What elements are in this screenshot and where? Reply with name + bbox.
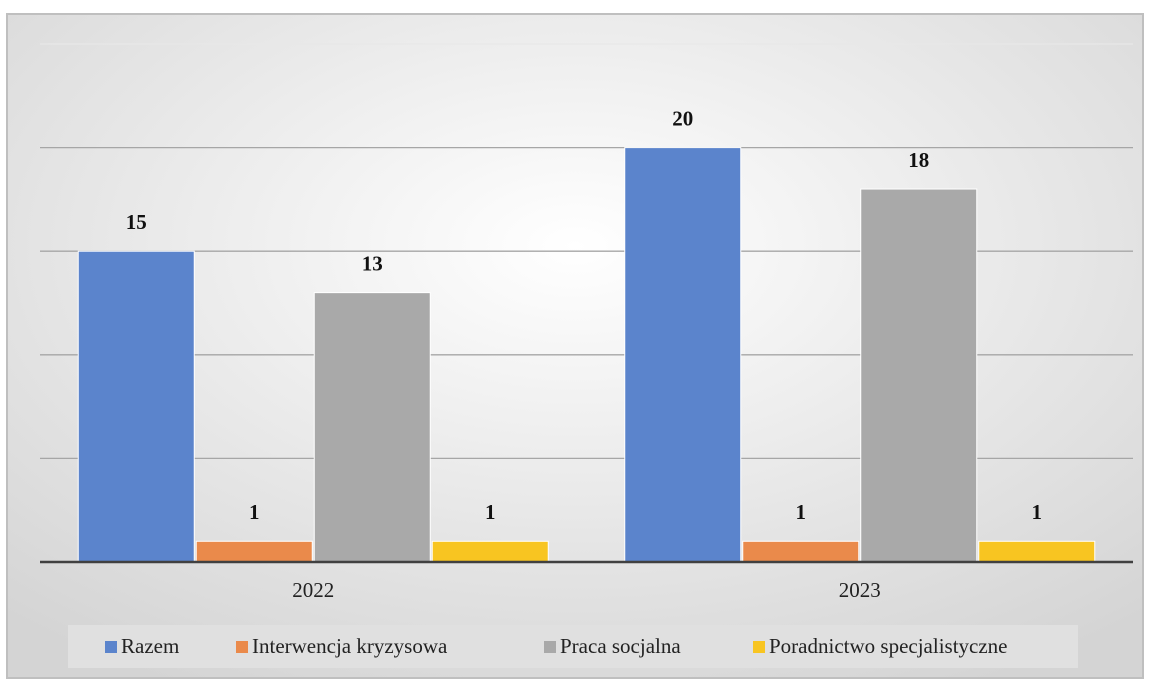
bar (860, 188, 978, 563)
bar (742, 540, 860, 563)
legend-label: Poradnictwo specjalistyczne (769, 634, 1008, 658)
x-tick-label: 2023 (839, 578, 881, 602)
legend-swatch (105, 641, 117, 653)
data-label: 20 (672, 106, 693, 130)
data-label: 1 (796, 500, 807, 524)
bar (978, 540, 1096, 563)
data-label: 18 (908, 148, 929, 172)
data-label: 15 (126, 210, 147, 234)
bar (431, 540, 549, 563)
legend-label: Praca socjalna (560, 634, 681, 658)
bar (195, 540, 313, 563)
data-label: 1 (485, 500, 496, 524)
legend-label: Razem (121, 634, 179, 658)
legend-label: Interwencja kryzysowa (252, 634, 448, 658)
data-label: 13 (362, 251, 383, 275)
bar (624, 147, 742, 563)
legend-swatch (236, 641, 248, 653)
data-label: 1 (249, 500, 260, 524)
legend-swatch (544, 641, 556, 653)
bar (313, 292, 431, 563)
data-label: 1 (1032, 500, 1043, 524)
x-tick-label: 2022 (292, 578, 334, 602)
bar (77, 250, 195, 563)
legend-swatch (753, 641, 765, 653)
